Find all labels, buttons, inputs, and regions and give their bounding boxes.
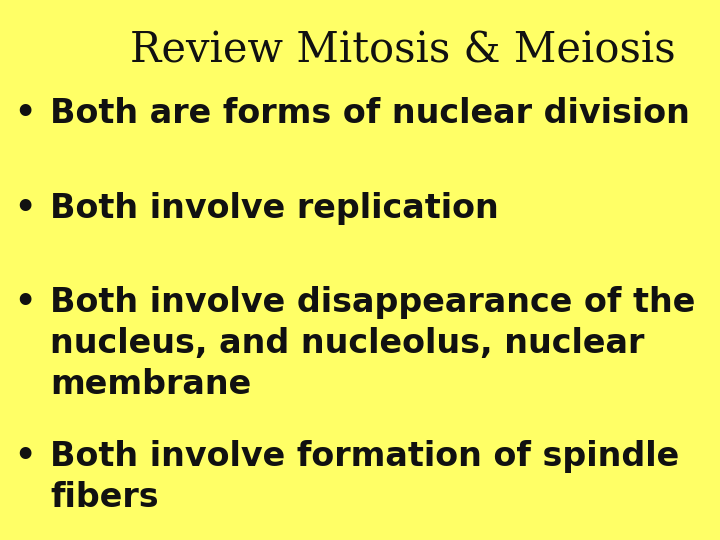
Text: •: • xyxy=(14,286,36,319)
Text: •: • xyxy=(14,440,36,473)
Text: Review Mitosis & Meiosis: Review Mitosis & Meiosis xyxy=(130,30,676,72)
Text: Both involve formation of spindle
fibers: Both involve formation of spindle fibers xyxy=(50,440,680,514)
Text: Both involve replication: Both involve replication xyxy=(50,192,499,225)
Text: Both are forms of nuclear division: Both are forms of nuclear division xyxy=(50,97,690,130)
Text: •: • xyxy=(14,192,36,225)
Text: •: • xyxy=(14,97,36,130)
Text: Both involve disappearance of the
nucleus, and nucleolus, nuclear
membrane: Both involve disappearance of the nucleu… xyxy=(50,286,696,401)
